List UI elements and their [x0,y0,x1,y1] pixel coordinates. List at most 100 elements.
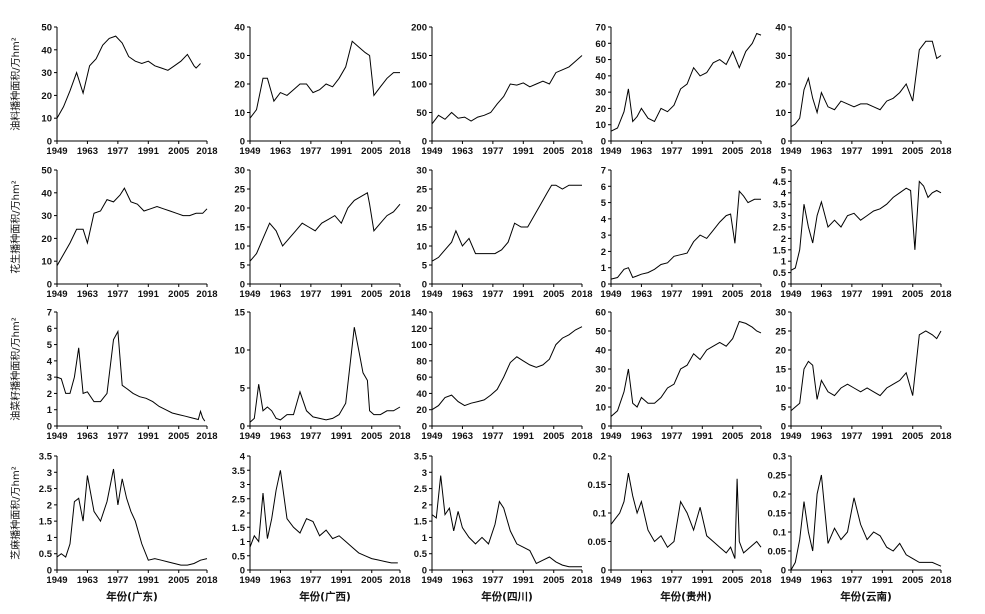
x-tick-label: 1949 [600,289,621,300]
y-tick-label: 3.5 [232,466,246,477]
x-tick-label: 1991 [138,431,160,442]
y-tick-label: 1.5 [414,517,428,528]
x-tick-label: 1949 [239,575,260,586]
y-tick-label: 15 [234,223,245,234]
x-tick-label: 1949 [600,431,621,442]
y-tick-label: 6 [601,182,606,193]
y-tick-label: 4 [601,214,607,225]
y-tick-label: 150 [411,51,427,62]
x-tick-label: 1949 [46,289,67,300]
y-tick-label: 100 [411,80,427,91]
x-tick-label: 1991 [872,289,894,300]
panel-1-3: 0 50 100 150 200 1949 1963 1977 1991 2005 2018 [411,23,592,158]
x-tick-label: 1977 [482,146,503,157]
x-tick-label: 2005 [902,289,924,300]
x-tick-label: 1977 [841,146,862,157]
series-line [56,329,206,422]
y-tick-label: 20 [775,346,786,357]
x-tick-label: 2018 [930,146,951,157]
x-tick-label: 1977 [661,289,682,300]
y-tick-label: 40 [41,45,52,56]
y-tick-label: 2 [601,247,606,258]
series-line [790,180,942,271]
x-tick-label: 2018 [196,146,217,157]
y-tick-label: 30 [41,211,52,222]
y-tick-label: 50 [41,166,52,177]
y-tick-label: 100 [411,340,427,351]
x-tick-label: 1949 [780,289,801,300]
y-tick-label: 30 [775,308,786,319]
x-tick-label: 1977 [300,575,321,586]
panel-3-1: 0 1 2 3 4 5 6 7 1949 1963 1977 1991 2005 2018 [46,308,217,443]
x-tick-label: 1963 [270,575,291,586]
y-tick-label: 0 [422,422,427,433]
x-tick-label: 1991 [872,431,894,442]
x-tick-label: 1991 [138,146,160,157]
y-tick-label: 2.5 [39,484,53,495]
y-tick-label: 4 [47,356,53,367]
series-line [249,470,398,564]
series-line [790,474,942,571]
x-tick-label: 1963 [631,146,652,157]
y-tick-label: 0 [240,137,245,148]
x-tick-label: 1963 [811,146,832,157]
y-tick-label: 1.5 [232,523,246,534]
series-line [431,326,583,411]
panel-2-5: 00.511.522.533.544.55 1949 1963 1977 1991 200… [773,166,952,301]
x-tick-label: 1949 [46,146,67,157]
y-tick-label: 0.5 [39,549,53,560]
y-tick-label: 0 [601,422,606,433]
y-tick-label: 0 [781,566,786,577]
x-tick-label: 1977 [482,431,503,442]
y-tick-label: 0.15 [768,509,787,520]
y-tick-label: 6 [47,324,52,335]
y-tick-label: 50 [41,23,52,34]
y-tick-label: 2 [47,500,52,511]
x-tick-label: 2005 [902,431,924,442]
y-tick-label: 0.5 [414,549,428,560]
y-tick-label: 0.2 [593,452,606,463]
x-tick-label: 1977 [107,431,128,442]
x-tick-label: 2018 [196,431,217,442]
panel-3-2: 0 5 10 15 1949 1963 1977 1991 2005 2018 [234,308,410,443]
x-tick-label: 1991 [692,289,714,300]
panel-3-5: 0 5 10 15 20 25 30 1949 1963 1977 1991 2005 2018 [775,308,951,443]
x-tick-label: 1963 [631,575,652,586]
x-tick-label: 2018 [196,575,217,586]
y-tick-label: 25 [775,327,786,338]
y-tick-label: 15 [775,365,786,376]
panel-4-3: 0 0.5 1 1.5 2 2.5 3 3.5 1949 1963 1977 1991 2005 2018 [414,452,593,587]
y-tick-label: 0.15 [588,480,607,491]
x-tick-label: 1949 [780,575,801,586]
y-tick-label: 30 [775,51,786,62]
series-line [610,32,762,132]
panel-4-2: 0 0.5 1 1.5 2 2.5 3 3.5 4 1949 1963 1977 1991 2005 201… [232,452,411,587]
y-tick-label: 3 [47,468,52,479]
x-tick-label: 2018 [750,289,771,300]
column-label: 年份(广东) [106,590,158,603]
y-tick-label: 1 [781,257,787,268]
row-label: 花生播种面积/万hm² [9,180,22,273]
y-tick-label: 10 [234,242,245,253]
y-tick-label: 10 [41,114,52,125]
y-tick-label: 0 [781,422,786,433]
y-tick-label: 10 [234,108,245,119]
x-tick-label: 2005 [543,575,565,586]
row-label: 芝麻播种面积/万hm² [9,466,22,559]
x-tick-label: 2005 [361,146,383,157]
y-tick-label: 0.05 [768,547,787,558]
x-tick-label: 1991 [513,575,535,586]
series-line [56,187,208,267]
y-tick-label: 30 [234,166,245,177]
y-tick-label: 40 [41,188,52,199]
y-tick-label: 2.5 [232,494,246,505]
x-tick-label: 2005 [722,431,744,442]
y-tick-label: 10 [41,257,52,268]
x-tick-label: 2005 [168,289,190,300]
y-tick-label: 3 [240,480,245,491]
y-tick-label: 40 [595,71,606,82]
y-tick-label: 5 [781,166,787,177]
y-tick-label: 40 [775,23,786,34]
series-line [610,473,762,559]
x-tick-label: 1977 [482,289,503,300]
